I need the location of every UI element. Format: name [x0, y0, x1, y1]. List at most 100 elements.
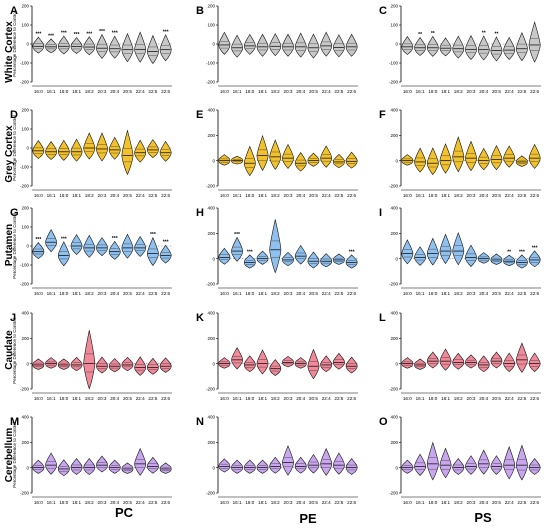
y-tick-label: 200	[390, 133, 398, 138]
x-tick-label: 22:4	[136, 89, 145, 94]
y-tick-label: -100	[20, 61, 30, 66]
y-axis-label: Percentage Difference to Control	[12, 11, 17, 76]
violin-16-1	[45, 140, 57, 160]
violin-20-3	[282, 33, 294, 57]
y-tick-label: 0	[26, 42, 29, 47]
y-tick-label: -200	[389, 282, 399, 287]
y-tick-label: 400	[207, 415, 215, 420]
x-tick-label: 22:6	[161, 193, 170, 198]
violin-22-5	[147, 236, 159, 267]
y-tick-label: -100	[206, 61, 216, 66]
violin-22-6	[528, 21, 541, 63]
x-tick-label: 16:0	[403, 500, 412, 505]
x-tick-label: 22:6	[530, 193, 539, 198]
significance-label: ***	[112, 31, 118, 37]
x-tick-label: 22:4	[505, 291, 514, 296]
violin-22-5	[516, 342, 528, 373]
panel-letter: J	[10, 312, 16, 324]
significance-label: ***	[74, 32, 80, 38]
x-tick-label: 16:1	[233, 291, 242, 296]
y-tick-label: -200	[206, 387, 216, 392]
x-tick-label: 18:1	[258, 193, 267, 198]
violin-22-4	[134, 447, 147, 476]
x-tick-label: 18:2	[85, 89, 94, 94]
x-tick-label: 18:0	[59, 500, 68, 505]
y-tick-label: 200	[390, 4, 398, 9]
x-tick-label: 20:4	[110, 89, 119, 94]
x-tick-label: 22:5	[334, 500, 343, 505]
x-tick-label: 18:2	[271, 500, 280, 505]
significance-label: ***	[532, 245, 538, 251]
violin-22-6	[159, 462, 172, 474]
panel-I: I -200 0 200 400 16:0 16:1 18:0 18:1 18:2 20:3 20:4…	[379, 206, 541, 296]
x-tick-label: 18:0	[428, 193, 437, 198]
panel-A: A -200 -100 0 100 200 Percentage Difference to…	[10, 4, 172, 94]
violin-18-1	[439, 233, 452, 265]
violin-16-0	[218, 31, 231, 55]
x-tick-label: 16:1	[47, 396, 56, 401]
x-tick-label: 22:6	[347, 193, 356, 198]
violin-16-1	[231, 155, 243, 165]
violin-22-4	[503, 36, 516, 60]
violin-22-5	[333, 153, 345, 168]
violin-20-3	[282, 251, 294, 266]
x-tick-label: 22:4	[136, 500, 145, 505]
x-tick-label: 20:3	[284, 193, 293, 198]
violin-20-4	[477, 252, 490, 264]
y-tick-label: 400	[207, 311, 215, 316]
significance-label: ***	[61, 31, 67, 37]
y-tick-label: 0	[395, 42, 398, 47]
violin-16-0	[401, 459, 414, 474]
panel-letter: D	[10, 109, 18, 121]
x-tick-label: 22:5	[334, 193, 343, 198]
violin-18-2	[269, 33, 282, 57]
violin-18-1	[70, 234, 83, 255]
violin-20-4	[477, 355, 490, 373]
violin-22-5	[147, 357, 159, 375]
x-tick-label: 18:1	[441, 396, 450, 401]
x-tick-label: 22:4	[505, 396, 514, 401]
x-tick-label: 18:1	[441, 193, 450, 198]
y-tick-label: -200	[20, 184, 30, 189]
x-tick-label: 16:1	[233, 193, 242, 198]
x-tick-label: 16:0	[403, 291, 412, 296]
violin-16-0	[32, 36, 45, 54]
x-tick-label: 16:1	[47, 89, 56, 94]
panel-D: D -200 -100 0 100 200 Percentage Difference to…	[10, 108, 172, 198]
x-tick-label: 18:2	[454, 89, 463, 94]
violin-16-0	[218, 154, 231, 166]
x-tick-label: 20:5	[492, 500, 501, 505]
y-tick-label: 200	[390, 440, 398, 445]
violin-20-5	[121, 32, 134, 63]
x-tick-label: 20:4	[296, 89, 305, 94]
y-tick-label: -100	[389, 61, 399, 66]
violin-22-6	[159, 34, 172, 62]
x-tick-label: 22:6	[530, 89, 539, 94]
x-tick-label: 16:1	[416, 89, 425, 94]
x-tick-label: 16:0	[34, 500, 43, 505]
x-tick-label: 16:1	[47, 500, 56, 505]
x-tick-label: 22:6	[161, 291, 170, 296]
x-tick-label: 22:4	[505, 193, 514, 198]
x-tick-label: 22:4	[322, 89, 331, 94]
x-tick-label: 18:0	[59, 396, 68, 401]
x-tick-label: 22:5	[148, 193, 157, 198]
y-tick-label: 200	[21, 336, 29, 341]
y-tick-label: 200	[207, 231, 215, 236]
violin-18-0	[57, 459, 70, 477]
y-tick-label: -200	[389, 80, 399, 85]
x-tick-label: 22:6	[530, 500, 539, 505]
x-tick-label: 16:1	[47, 291, 56, 296]
significance-label: ***	[61, 236, 67, 242]
x-tick-label: 18:1	[258, 291, 267, 296]
column-title-ps: PS	[474, 510, 492, 525]
panel-letter: H	[196, 207, 204, 219]
y-tick-label: 100	[207, 23, 215, 28]
violin-16-0	[32, 459, 45, 474]
panel-K: K -200 0 200 400 16:0 16:1 18:0 18:1 18:2 20:3 20:4…	[196, 311, 358, 401]
y-tick-label: -100	[20, 263, 30, 268]
violin-16-1	[414, 36, 426, 56]
x-tick-label: 18:2	[271, 193, 280, 198]
violin-20-4	[477, 147, 490, 171]
violin-16-0	[218, 247, 231, 265]
